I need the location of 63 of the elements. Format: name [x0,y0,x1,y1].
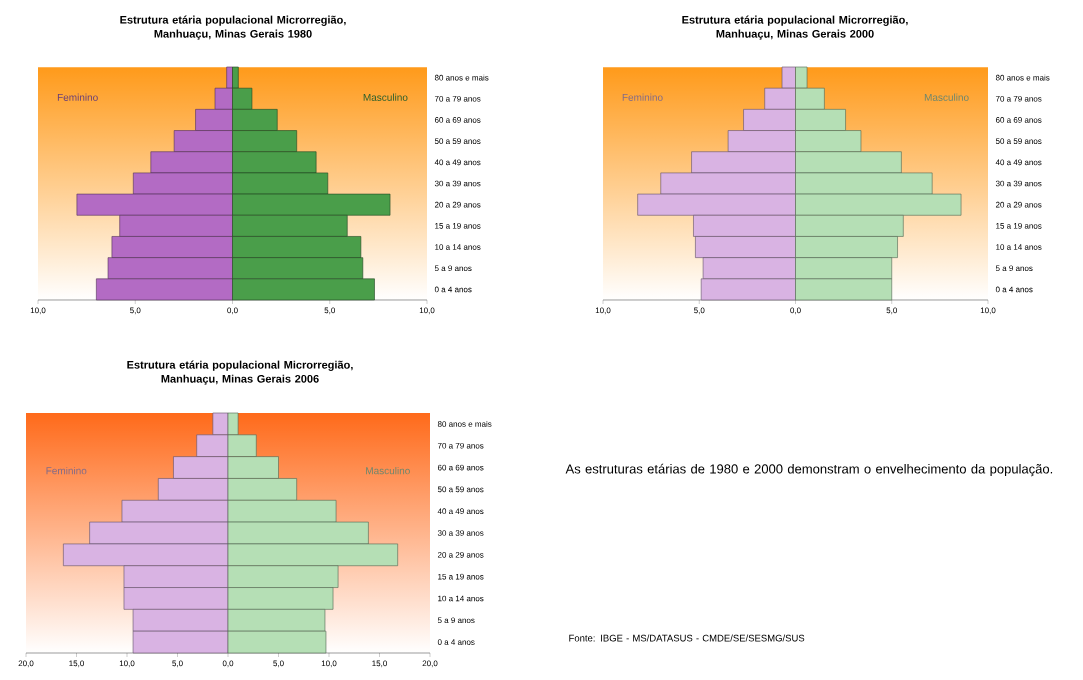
y-tick-label: 60 a 69 anos [437,464,484,471]
x-tick-label: 15,0 [372,660,387,668]
y-tick-label: 80 anos e mais [437,420,492,427]
x-tick-label: 5,0 [172,660,183,668]
y-tick-label: 15 a 19 anos [435,223,481,229]
text: Masculino [366,466,410,475]
y-tick-label: 5 a 9 anos [437,617,475,624]
y-tick-label: 40 a 49 anos [995,159,1042,166]
y-tick-label: 80 anos e mais [434,74,489,81]
y-tick-label: 50 a 59 anos [434,138,481,144]
y-tick-label: 10 a 14 anos [996,244,1042,250]
y-tick-label: 5 a 9 anos [434,265,472,272]
text: Feminino [622,93,663,101]
chart-title: Estrutura etária populacional Microrregião, Manhuaçu, Minas Gerais 2000 [682,15,908,40]
x-tick-label: 10,0 [30,307,46,315]
y-tick-label: 10 a 14 anos [438,595,484,602]
y-tick-label: 40 a 49 anos [434,159,481,166]
y-tick-label: 30 a 39 anos [434,180,481,187]
y-tick-label: 70 a 79 anos [434,95,481,102]
y-tick-label: 50 a 59 anos [995,138,1042,144]
y-tick-label: 15 a 19 anos [438,573,484,580]
y-tick-label: 70 a 79 anos [437,442,484,449]
x-tick-label: 10,0 [595,307,611,315]
text: Masculino [363,93,408,101]
y-tick-label: 30 a 39 anos [437,530,484,536]
x-tick-label: 0,0 [790,307,801,315]
x-tick-label: 20,0 [422,660,438,668]
x-tick-label: 10,0 [119,660,135,668]
chart-title: Estrutura etária populacional Microrregião, Manhuaçu, Minas Gerais 2006 [127,360,353,385]
y-tick-label: 80 anos e mais [995,74,1050,81]
x-tick-label: 5,0 [324,307,336,315]
x-tick-label: 10,0 [980,307,996,315]
y-tick-label: 20 a 29 anos [995,201,1042,208]
y-tick-label: 10 a 14 anos [435,244,481,250]
x-tick-label: 5,0 [130,307,141,315]
y-tick-label: 0 a 4 anos [995,286,1033,293]
text: Feminino [46,466,87,475]
x-tick-label: 15,0 [69,660,84,668]
source-note: Fonte: IBGE - MS/DATASUS - CMDE/SE/SESMG/SUS [569,634,805,642]
y-tick-label: 20 a 29 anos [434,201,481,208]
x-tick-label: 5,0 [273,660,284,668]
y-tick-label: 0 a 4 anos [434,286,472,293]
y-tick-label: 50 a 59 anos [437,486,484,493]
x-tick-label: 0,0 [227,307,238,315]
x-tick-label: 0,0 [222,660,234,668]
x-tick-label: 10,0 [321,660,337,668]
text: Feminino [57,93,98,101]
text: Masculino [924,93,969,101]
y-tick-label: 60 a 69 anos [995,117,1042,123]
y-tick-label: 30 a 39 anos [995,180,1042,187]
x-tick-label: 5,0 [694,307,705,315]
x-tick-label: 20,0 [18,660,34,668]
x-tick-label: 5,0 [886,307,898,315]
x-tick-label: 10,0 [419,307,435,315]
y-tick-label: 15 a 19 anos [996,223,1042,229]
y-tick-label: 60 a 69 anos [434,117,481,123]
y-tick-label: 20 a 29 anos [437,551,484,558]
y-tick-label: 0 a 4 anos [437,639,475,645]
chart-title: Estrutura etária populacional Microrregião, Manhuaçu, Minas Gerais 1980 [120,15,346,40]
text: As estruturas etárias de 1980 e 2000 demonstram o envelhecimento da população. [565,463,1053,477]
y-tick-label: 5 a 9 anos [995,265,1033,272]
y-tick-label: 70 a 79 anos [995,95,1042,102]
y-tick-label: 40 a 49 anos [437,508,484,515]
